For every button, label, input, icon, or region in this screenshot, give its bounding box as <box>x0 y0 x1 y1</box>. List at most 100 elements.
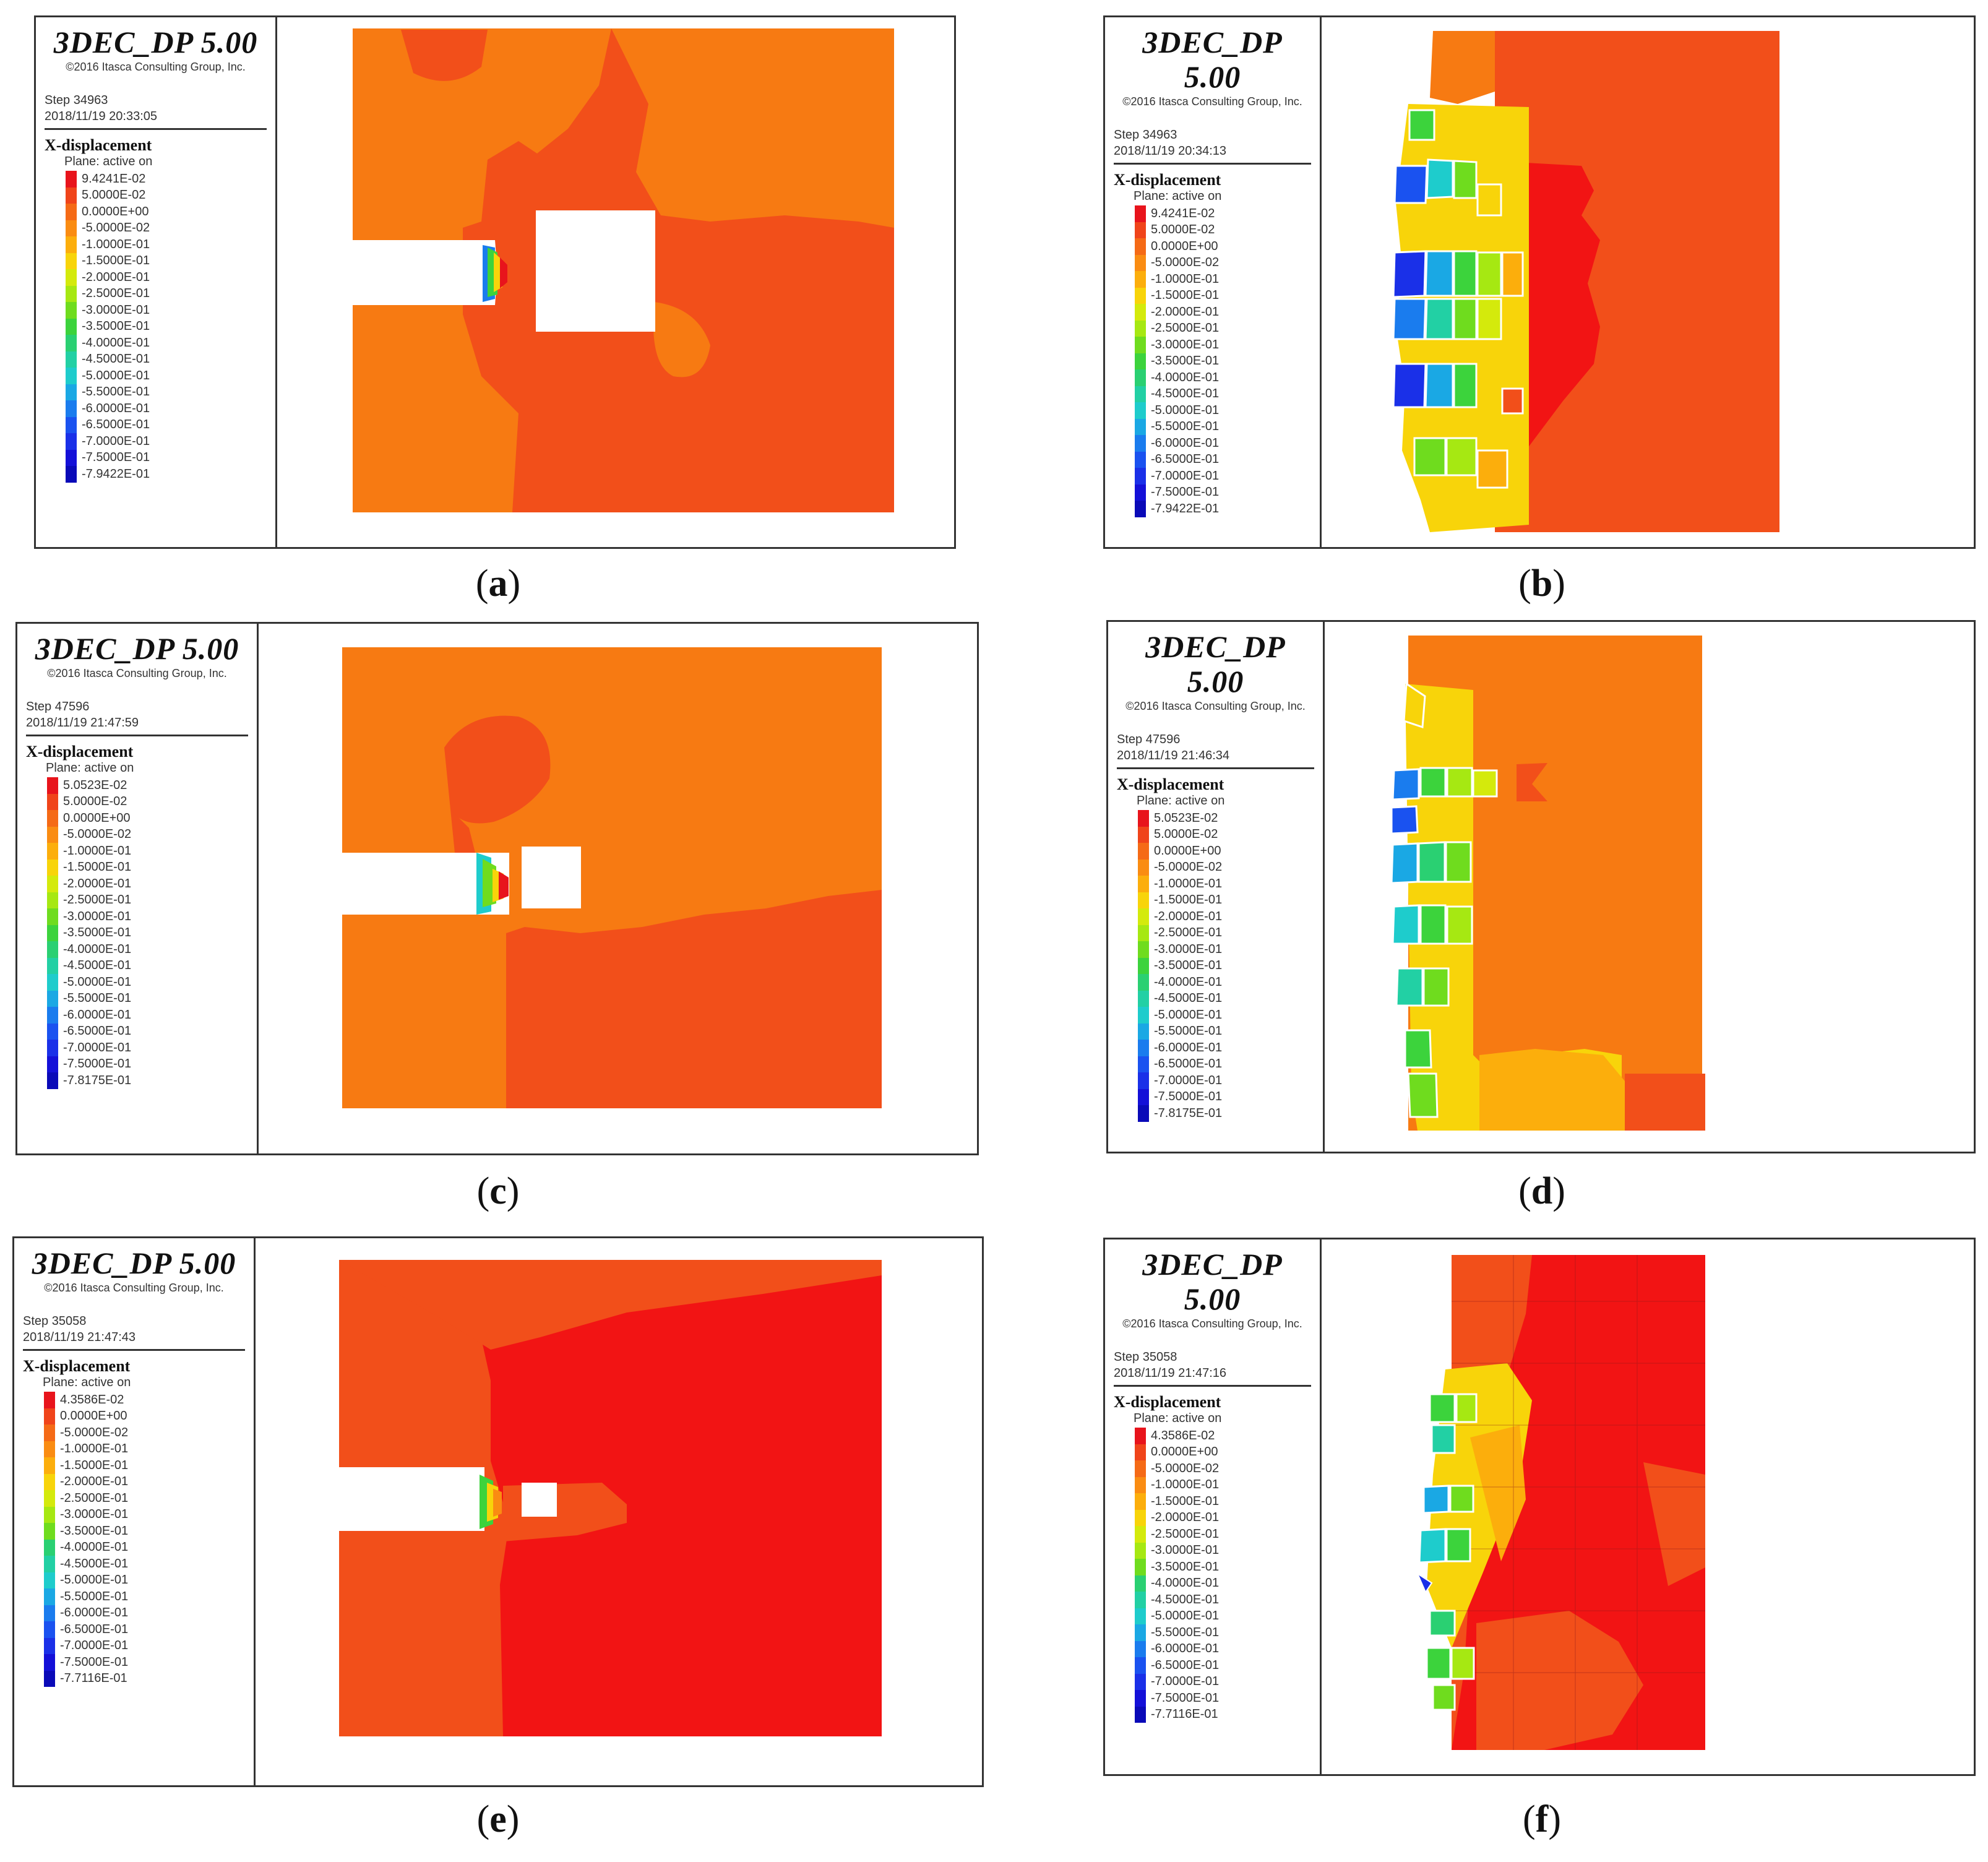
scale-swatch <box>66 335 77 351</box>
scale-label: -2.0000E-01 <box>1151 304 1220 319</box>
scale-swatch <box>1135 1640 1146 1657</box>
scale-swatch <box>66 368 77 384</box>
scale-swatch <box>1135 287 1146 304</box>
scale-entry: -7.5000E-01 <box>1135 484 1311 501</box>
scale-label: -6.0000E-01 <box>1151 436 1220 450</box>
scale-entry: -4.0000E-01 <box>1135 1575 1311 1592</box>
scale-label: -5.0000E-01 <box>63 975 132 989</box>
timestamp: 2018/11/19 21:47:59 <box>26 716 139 730</box>
scale-swatch <box>44 1457 55 1474</box>
scale-label: -4.0000E-01 <box>63 942 132 956</box>
scale-swatch <box>66 433 77 450</box>
scale-label: -7.0000E-01 <box>82 434 150 448</box>
scale-swatch <box>1135 1592 1146 1608</box>
scale-label: 0.0000E+00 <box>60 1409 127 1423</box>
scale-swatch <box>66 351 77 368</box>
scale-label: -4.0000E-01 <box>1151 370 1220 384</box>
scale-entry: -7.7116E-01 <box>44 1670 245 1687</box>
scale-entry: -2.0000E-01 <box>1135 304 1311 321</box>
scale-label: -6.0000E-01 <box>1151 1642 1220 1656</box>
caption-d: (d) <box>1518 1170 1565 1212</box>
plane-label: Plane: active on <box>46 761 134 775</box>
copyright: ©2016 Itasca Consulting Group, Inc. <box>1125 700 1306 712</box>
scale-swatch <box>1135 1624 1146 1641</box>
step-label: Step 34963 <box>1114 128 1177 142</box>
caption-letter: c <box>489 1170 507 1212</box>
scale-entry: -6.5000E-01 <box>66 416 267 433</box>
scale-entry: -5.0000E-02 <box>66 220 267 236</box>
scale-entry: -6.0000E-01 <box>1138 1040 1314 1056</box>
scale-label: 5.0523E-02 <box>1154 811 1218 825</box>
scale-swatch <box>1138 974 1149 991</box>
scale-swatch <box>1135 435 1146 452</box>
scale-swatch <box>1135 337 1146 353</box>
scale-entry: -4.5000E-01 <box>1135 386 1311 402</box>
contour-graphic <box>1390 636 1705 1131</box>
scale-entry: 5.0000E-02 <box>47 793 248 810</box>
scale-swatch <box>47 925 58 941</box>
scale-entry: -2.5000E-01 <box>1135 1526 1311 1543</box>
scale-label: -3.5000E-01 <box>60 1524 129 1538</box>
scale-entry: -3.0000E-01 <box>1135 337 1311 353</box>
scale-label: -7.7116E-01 <box>60 1671 127 1686</box>
caption-letter: f <box>1535 1798 1549 1840</box>
scale-label: -7.5000E-01 <box>63 1057 132 1071</box>
scale-entry: -5.0000E-02 <box>47 826 248 843</box>
legend: 3DEC_DP 5.00 ©2016 Itasca Consulting Gro… <box>1105 1239 1322 1774</box>
scale-entry: -3.5000E-01 <box>1135 1559 1311 1575</box>
scale-label: -7.5000E-01 <box>1151 1691 1220 1705</box>
scale-label: -4.0000E-01 <box>60 1540 129 1554</box>
scale-entry: -2.0000E-01 <box>44 1473 245 1490</box>
scale-entry: -6.0000E-01 <box>1135 435 1311 452</box>
scale-entry: -7.9422E-01 <box>66 466 267 483</box>
scale-label: -3.0000E-01 <box>1154 942 1223 956</box>
scale-label: -6.0000E-01 <box>1154 1040 1223 1054</box>
scale-swatch <box>44 1588 55 1605</box>
scale-label: -2.5000E-01 <box>63 893 132 907</box>
scale-label: -4.5000E-01 <box>1151 1592 1220 1606</box>
scale-entry: -3.0000E-01 <box>1135 1542 1311 1559</box>
scale-swatch <box>66 269 77 286</box>
scale-swatch <box>47 826 58 843</box>
scale-swatch <box>1135 451 1146 468</box>
scale-swatch <box>1138 1072 1149 1089</box>
color-scale: 4.3586E-02 0.0000E+00 -5.0000E-02 -1.000… <box>1135 1428 1311 1723</box>
scale-swatch <box>1135 1657 1146 1674</box>
contour-plot <box>277 17 954 547</box>
scale-label: 4.3586E-02 <box>1151 1428 1215 1442</box>
scale-label: -3.0000E-01 <box>60 1507 129 1522</box>
scale-entry: -2.0000E-01 <box>1135 1509 1311 1526</box>
scale-entry: -1.5000E-01 <box>44 1457 245 1474</box>
scale-entry: -5.0000E-02 <box>1138 859 1314 876</box>
scale-label: -2.5000E-01 <box>1151 1527 1220 1541</box>
scale-label: -6.5000E-01 <box>60 1622 129 1636</box>
legend-divider <box>26 735 248 736</box>
scale-swatch <box>1138 925 1149 941</box>
color-scale: 5.0523E-02 5.0000E-02 0.0000E+00 -5.0000… <box>1138 810 1314 1122</box>
scale-swatch <box>44 1441 55 1457</box>
scale-label: -7.8175E-01 <box>1154 1106 1223 1120</box>
scale-swatch <box>1135 386 1146 402</box>
scale-swatch <box>1135 1526 1146 1543</box>
scale-swatch <box>1138 1088 1149 1105</box>
scale-label: 9.4241E-02 <box>82 171 146 186</box>
scale-swatch <box>1135 1444 1146 1460</box>
app-title: 3DEC_DP 5.00 <box>1142 25 1283 94</box>
scale-swatch <box>66 449 77 466</box>
scale-entry: -1.0000E-01 <box>44 1441 245 1457</box>
scale-entry: -3.5000E-01 <box>44 1523 245 1540</box>
scale-entry: -4.0000E-01 <box>44 1539 245 1556</box>
scale-swatch <box>1135 1460 1146 1477</box>
scale-swatch <box>1135 1690 1146 1707</box>
scale-swatch <box>47 1023 58 1040</box>
scale-entry: -1.0000E-01 <box>66 236 267 253</box>
scale-swatch <box>47 957 58 974</box>
scale-label: 0.0000E+00 <box>1154 843 1221 858</box>
scale-swatch <box>66 318 77 335</box>
scale-swatch <box>66 220 77 236</box>
scale-label: 0.0000E+00 <box>1151 1445 1218 1459</box>
scale-label: -7.0000E-01 <box>1151 468 1220 483</box>
scale-entry: -5.0000E-02 <box>1135 1460 1311 1477</box>
scale-entry: 4.3586E-02 <box>44 1392 245 1408</box>
scale-swatch <box>1138 908 1149 925</box>
